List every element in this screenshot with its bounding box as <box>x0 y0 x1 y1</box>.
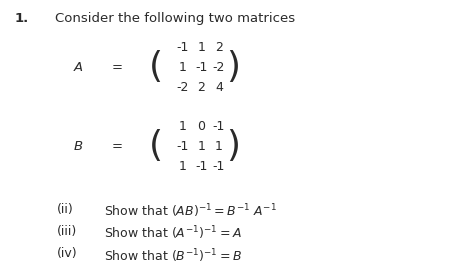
Text: 1: 1 <box>179 120 186 133</box>
Text: 1: 1 <box>198 140 205 153</box>
Text: -2: -2 <box>176 81 189 94</box>
Text: Show that $(B^{-1})^{-1} = B$: Show that $(B^{-1})^{-1} = B$ <box>104 247 242 263</box>
Text: -1: -1 <box>176 41 189 54</box>
Text: -1: -1 <box>195 160 208 173</box>
Text: (iv): (iv) <box>57 247 78 260</box>
Text: 1: 1 <box>198 41 205 54</box>
Text: (: ( <box>149 50 164 84</box>
Text: 2: 2 <box>215 41 223 54</box>
Text: 2: 2 <box>198 81 205 94</box>
Text: Consider the following two matrices: Consider the following two matrices <box>55 12 295 25</box>
Text: (iii): (iii) <box>57 225 77 238</box>
Text: -1: -1 <box>213 120 225 133</box>
Text: 1.: 1. <box>14 12 28 25</box>
Text: B: B <box>73 140 82 153</box>
Text: ): ) <box>227 129 241 164</box>
Text: =: = <box>111 60 122 74</box>
Text: 1: 1 <box>179 160 186 173</box>
Text: Show that $(A^{-1})^{-1} = A$: Show that $(A^{-1})^{-1} = A$ <box>104 225 242 242</box>
Text: 1: 1 <box>215 140 223 153</box>
Text: 4: 4 <box>215 81 223 94</box>
Text: ): ) <box>227 50 241 84</box>
Text: (: ( <box>149 129 164 164</box>
Text: =: = <box>111 140 122 153</box>
Text: -1: -1 <box>213 160 225 173</box>
Text: 1: 1 <box>179 60 186 74</box>
Text: Show that $(AB)^{-1} = B^{-1}\ A^{-1}$: Show that $(AB)^{-1} = B^{-1}\ A^{-1}$ <box>104 203 277 220</box>
Text: -1: -1 <box>176 140 189 153</box>
Text: (ii): (ii) <box>57 203 73 215</box>
Text: A: A <box>73 60 82 74</box>
Text: 0: 0 <box>198 120 205 133</box>
Text: -1: -1 <box>195 60 208 74</box>
Text: -2: -2 <box>213 60 225 74</box>
